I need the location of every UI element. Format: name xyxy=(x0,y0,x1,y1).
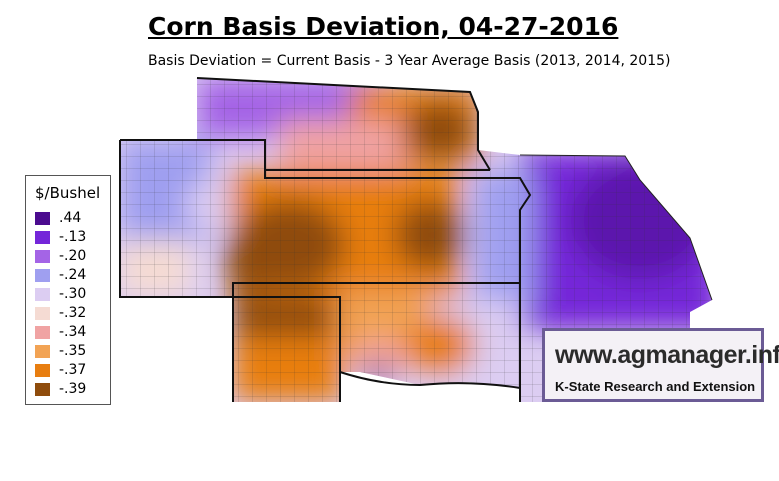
legend-item: -.37 xyxy=(35,362,107,379)
legend-label: -.37 xyxy=(59,362,87,378)
legend-swatch xyxy=(35,269,50,282)
legend-swatch xyxy=(35,212,50,225)
legend-label: -.20 xyxy=(59,248,87,264)
legend-label: -.39 xyxy=(59,381,87,397)
legend-item: -.24 xyxy=(35,267,107,284)
legend-label: -.30 xyxy=(59,286,87,302)
map-subtitle: Basis Deviation = Current Basis - 3 Year… xyxy=(148,53,671,69)
legend-swatch xyxy=(35,345,50,358)
missouri-border xyxy=(519,154,713,301)
legend-label: -.24 xyxy=(59,267,87,283)
legend: $/Bushel .44 -.13 -.20 -.24 -.30 -.32 -.… xyxy=(25,175,111,405)
logo-url: www.agmanager.info xyxy=(555,341,779,369)
legend-item: -.34 xyxy=(35,324,107,341)
legend-title: $/Bushel xyxy=(35,184,101,202)
legend-label: -.34 xyxy=(59,324,87,340)
legend-item: -.39 xyxy=(35,381,107,398)
logo-org: K-State Research and Extension xyxy=(555,379,756,394)
legend-swatch xyxy=(35,250,50,263)
legend-item: -.20 xyxy=(35,248,107,265)
legend-swatch xyxy=(35,383,50,396)
legend-item: -.32 xyxy=(35,305,107,322)
legend-item: -.35 xyxy=(35,343,107,360)
legend-label: -.13 xyxy=(59,229,87,245)
legend-item: -.30 xyxy=(35,286,107,303)
legend-swatch xyxy=(35,326,50,339)
legend-item: -.13 xyxy=(35,229,107,246)
legend-swatch xyxy=(35,288,50,301)
legend-label: -.32 xyxy=(59,305,87,321)
legend-item: .44 xyxy=(35,210,107,227)
legend-swatch xyxy=(35,364,50,377)
legend-swatch xyxy=(35,307,50,320)
state-borders xyxy=(119,77,532,402)
legend-swatch xyxy=(35,231,50,244)
legend-label: -.35 xyxy=(59,343,87,359)
map-title: Corn Basis Deviation, 04-27-2016 xyxy=(148,12,619,41)
legend-label: .44 xyxy=(59,210,82,226)
agmanager-logo[interactable]: www.agmanager.info K-State Research and … xyxy=(542,328,779,402)
